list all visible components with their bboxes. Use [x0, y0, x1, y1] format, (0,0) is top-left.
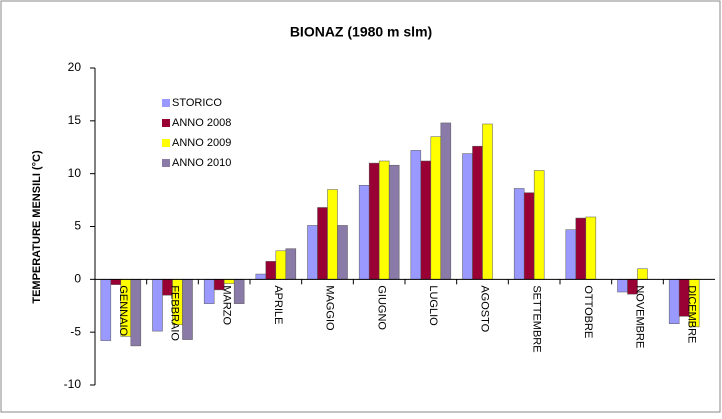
x-tick-label: SETTEMBRE — [530, 285, 542, 352]
x-tick-label: FEBBRAIO — [169, 285, 181, 341]
legend-swatch — [162, 119, 170, 127]
bar — [100, 279, 112, 341]
bar — [482, 123, 493, 280]
y-tick-label: 20 — [68, 60, 82, 74]
bar — [388, 164, 400, 280]
bar — [523, 192, 535, 280]
bar — [110, 279, 122, 285]
x-tick-label: GIUGNO — [375, 285, 387, 330]
bar — [152, 279, 163, 332]
legend-label: ANNO 2008 — [172, 117, 231, 129]
x-tick-label: LUGLIO — [427, 285, 439, 326]
bar — [472, 145, 483, 280]
bar — [430, 136, 442, 280]
bar — [637, 268, 648, 280]
bar — [255, 273, 267, 280]
bar — [327, 189, 338, 280]
legend-swatch — [162, 139, 170, 147]
y-tick-label: -5 — [70, 324, 81, 338]
legend-label: ANNO 2010 — [172, 157, 231, 169]
bar — [585, 216, 597, 280]
legend-swatch — [162, 99, 170, 107]
y-tick-label: -10 — [64, 377, 82, 391]
bar — [265, 261, 277, 280]
bar — [285, 248, 297, 280]
bar — [307, 225, 318, 280]
y-tick-label: 0 — [74, 272, 81, 286]
bar — [130, 279, 142, 347]
y-tick-label: 15 — [68, 113, 82, 127]
x-tick-label: GENNAIO — [117, 285, 129, 336]
bar — [337, 225, 348, 280]
y-tick-label: 10 — [68, 166, 82, 180]
x-tick-label: MAGGIO — [324, 285, 336, 331]
bar — [575, 217, 587, 280]
bar — [617, 279, 628, 293]
bar — [275, 250, 287, 280]
bar — [410, 150, 422, 280]
bar — [378, 160, 390, 280]
legend-label: ANNO 2009 — [172, 137, 231, 149]
bar — [565, 229, 577, 280]
bar — [668, 279, 680, 324]
bar — [223, 279, 235, 284]
legend-swatch — [162, 159, 170, 167]
y-tick-label: 5 — [74, 219, 81, 233]
x-tick-label: APRILE — [272, 285, 284, 324]
bar — [420, 160, 432, 280]
y-axis-label: TEMPERATURE MENSILI (°C) — [31, 150, 43, 304]
bar — [462, 153, 473, 280]
bar — [182, 279, 193, 340]
bar — [233, 279, 245, 304]
bar — [440, 122, 452, 280]
x-tick-label: NOVEMBRE — [634, 285, 646, 348]
legend-label: STORICO — [172, 97, 222, 109]
x-tick-label: MARZO — [220, 285, 232, 325]
x-tick-label: OTTOBRE — [582, 285, 594, 338]
bar — [533, 170, 545, 280]
x-tick-label: DICEMBRE — [685, 285, 697, 343]
bar — [317, 207, 328, 280]
bar — [513, 188, 525, 280]
x-tick-label: AGOSTO — [479, 285, 491, 332]
chart-title: BIONAZ (1980 m slm) — [290, 24, 432, 40]
bar — [203, 279, 215, 304]
bar — [368, 162, 380, 280]
bar — [358, 185, 370, 280]
